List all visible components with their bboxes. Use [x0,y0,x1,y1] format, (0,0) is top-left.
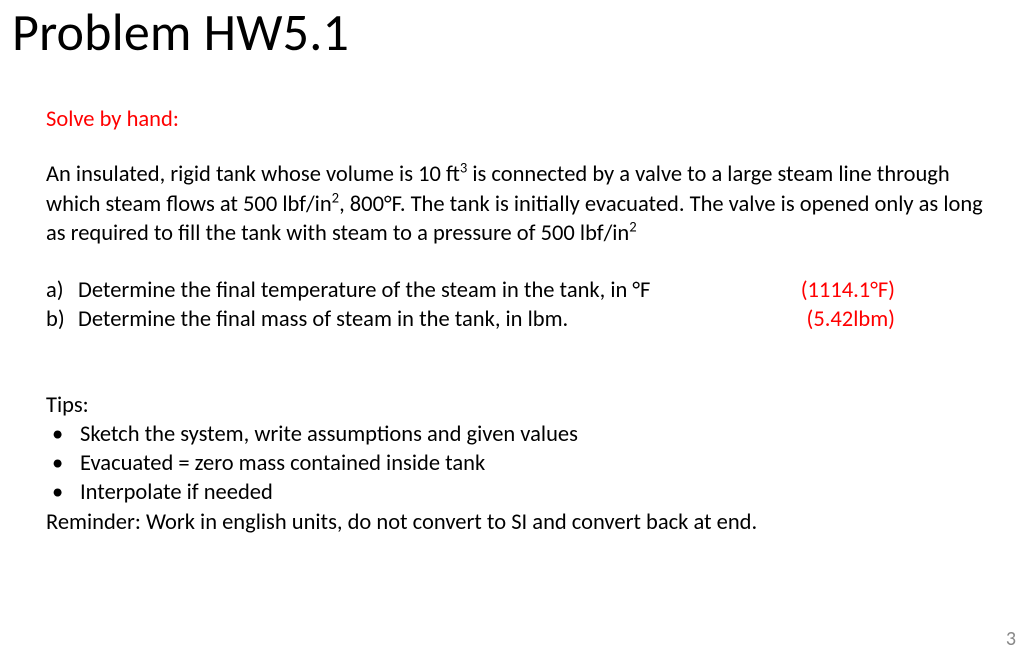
reminder-text: Reminder: Work in english units, do not … [46,508,991,537]
tip-item: • Sketch the system, write assumptions a… [46,420,991,449]
tip-text: Sketch the system, write assumptions and… [80,420,578,449]
bullet-icon: • [46,478,80,507]
tip-item: • Interpolate if needed [46,478,991,507]
bullet-icon: • [46,449,80,478]
solve-by-hand-label: Solve by hand: [46,105,991,134]
tip-text: Evacuated = zero mass contained inside t… [80,449,485,478]
question-label: b) [46,305,78,334]
question-answer: (5.42lbm) [793,305,992,334]
question-answer: (1114.1°F) [787,276,991,305]
question-label: a) [46,276,78,305]
tip-text: Interpolate if needed [80,478,273,507]
question-text: Determine the final temperature of the s… [78,276,650,305]
content-area: Solve by hand: An insulated, rigid tank … [46,105,991,537]
bullet-icon: • [46,420,80,449]
questions-list: a) Determine the final temperature of th… [46,276,991,335]
problem-statement: An insulated, rigid tank whose volume is… [46,160,991,248]
question-text: Determine the final mass of steam in the… [78,305,568,334]
question-b: b) Determine the final mass of steam in … [46,305,991,334]
page-title: Problem HW5.1 [12,0,349,64]
tips-title: Tips: [46,391,991,420]
slide: Problem HW5.1 Solve by hand: An insulate… [0,0,1024,655]
question-a: a) Determine the final temperature of th… [46,276,991,305]
tip-item: • Evacuated = zero mass contained inside… [46,449,991,478]
page-number: 3 [1006,627,1016,651]
tips-block: Tips: • Sketch the system, write assumpt… [46,391,991,537]
